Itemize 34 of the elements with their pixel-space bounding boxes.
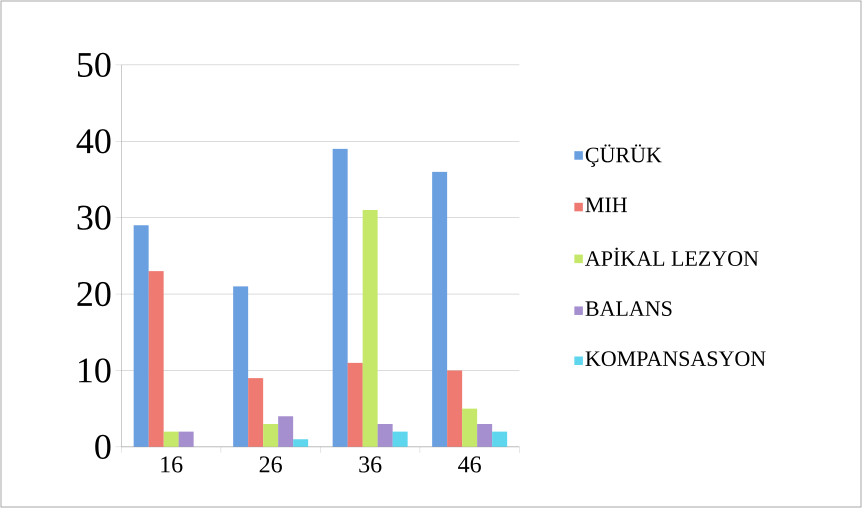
- bar: [378, 424, 393, 447]
- bar: [164, 432, 179, 447]
- legend-label: APİKAL LEZYON: [585, 248, 758, 266]
- x-tick-label: 36: [359, 456, 382, 473]
- legend-label: BALANS: [585, 301, 672, 316]
- y-tick-label: 20: [77, 282, 110, 306]
- bar: [432, 172, 448, 447]
- bar: [492, 432, 508, 447]
- y-tick-label: 40: [76, 129, 110, 154]
- bar: [477, 424, 492, 447]
- bar: [134, 225, 149, 447]
- y-tick-label: 10: [79, 358, 110, 383]
- bar: [332, 148, 348, 447]
- bar: [447, 370, 462, 447]
- y-tick-label: 30: [78, 206, 110, 230]
- x-tick-label: 16: [161, 456, 182, 473]
- bar: [362, 210, 378, 447]
- bar: [293, 439, 308, 447]
- bar: [178, 432, 194, 447]
- bar: [348, 362, 363, 447]
- legend-label: KOMPANSASYON: [585, 351, 766, 366]
- bar: [392, 432, 408, 447]
- bar: [233, 286, 248, 447]
- x-tick-label: 26: [260, 456, 282, 473]
- bar: [278, 416, 294, 447]
- y-tick-label: 50: [78, 52, 110, 78]
- legend-label: MIH: [585, 198, 627, 212]
- y-tick-label: 0: [95, 434, 110, 460]
- bar: [263, 424, 278, 447]
- bar: [148, 271, 164, 447]
- bar: [462, 408, 478, 447]
- legend-label: ÇÜRÜK: [586, 144, 662, 167]
- bar: [248, 378, 264, 447]
- x-tick-label: 46: [458, 456, 481, 473]
